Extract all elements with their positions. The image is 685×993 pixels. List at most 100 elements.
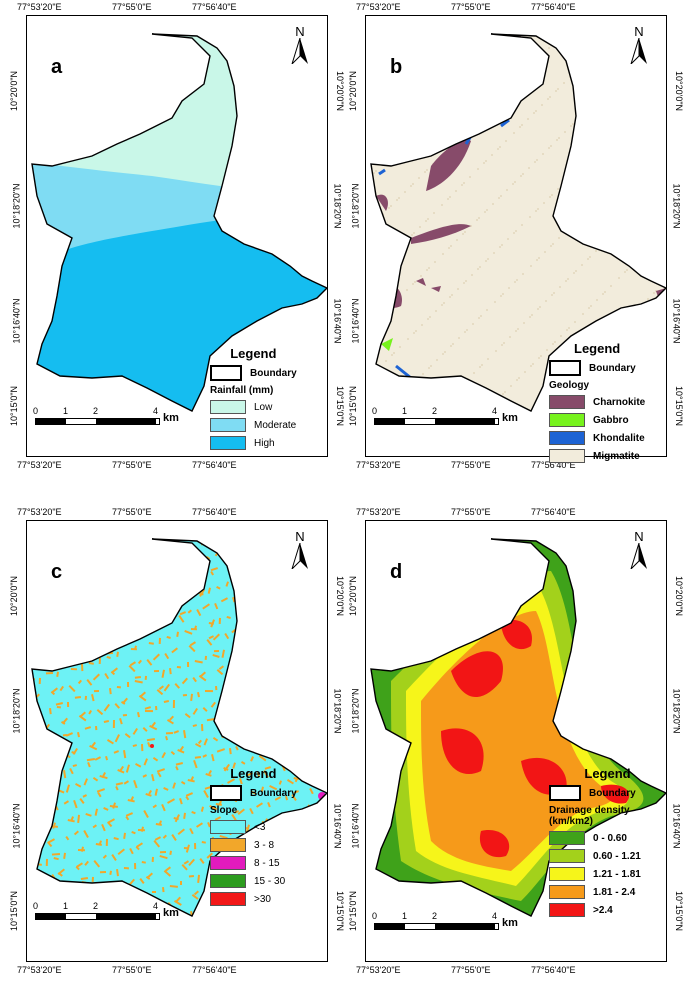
boundary-swatch [210,365,242,381]
khondalite-zone [500,118,510,128]
scale-tick-label: 1 [63,406,69,416]
scale-unit: km [163,412,179,424]
legend-swatch [210,820,246,834]
longitude-label: 77°53'20"E [17,965,62,975]
latitude-label: 10°18'20"N [11,183,22,229]
legend-item: Low [210,400,297,414]
boundary-label: Boundary [589,787,636,799]
north-arrow-icon [291,542,308,570]
longitude-label: 77°55'0"E [451,507,491,517]
latitude-label: 10°16'40"N [11,298,22,344]
scale-tick-label: 4 [492,406,498,416]
north-label: N [634,529,644,544]
map-canvas [370,538,666,917]
latitude-label: 10°15'0"N [673,385,684,427]
latitude-label: 10°18'20"N [332,183,343,229]
scale-tick-label: 1 [63,901,69,911]
latitude-label: 10°15'0"N [9,890,20,932]
longitude-label: 77°53'20"E [17,507,62,517]
legend-item-label: 1.81 - 2.4 [593,886,636,898]
legend-title: Legend [584,766,631,781]
study-area-boundary [31,538,327,917]
latitude-label: 10°15'0"N [673,890,684,932]
scale-tick-label: 2 [432,911,438,921]
legend-title: Legend [574,341,621,356]
scale-tick-label: 1 [402,406,408,416]
drainage-gt2.4-zone [441,728,484,775]
scale-tick-label: 2 [93,406,99,416]
legend-swatch [549,885,585,899]
legend-item: 0 - 0.60 [549,831,666,845]
latitude-label: 10°15'0"N [334,385,345,427]
charnokite-zone [416,278,426,286]
charnokite-zone [376,194,388,211]
legend-swatch [210,418,246,432]
legend-swatch [549,413,585,427]
drainage-gt2.4-zone [501,619,532,650]
map-panel-c: 77°53'20"E 77°53'20"E 77°55'0"E 77°55'0"E 77… [9,507,345,975]
boundary-label: Boundary [250,787,297,799]
study-area-boundary [31,33,327,412]
latitude-label: 10°16'40"N [350,298,361,344]
longitude-label: 77°56'40"E [192,460,237,470]
longitude-label: 77°55'0"E [112,2,152,12]
legend-swatch [210,892,246,906]
map-legend: Legend Boundary Rainfall (mm) Low Moderate Hi… [210,346,297,450]
legend-swatch [549,431,585,445]
scale-bar: 0 1 2 4 km [33,406,179,425]
legend-subtitle: Slope [210,805,238,816]
legend-subtitle: Drainage density (km/km2) [549,805,630,827]
legend-swatch [210,400,246,414]
legend-swatch [549,849,585,863]
boundary-swatch [549,360,581,376]
latitude-label: 10°15'0"N [348,385,359,427]
legend-item-label: Charnokite [593,396,646,408]
khondalite-zone [378,168,386,176]
legend-item: 8 - 15 [210,856,297,870]
legend-item: High [210,436,297,450]
scale-tick-label: 0 [33,406,39,416]
map-canvas [370,33,666,412]
latitude-label: 10°16'40"N [671,803,682,849]
longitude-label: 77°56'40"E [531,2,576,12]
scale-tick-label: 0 [33,901,39,911]
longitude-label: 77°55'0"E [112,965,152,975]
longitude-label: 77°55'0"E [112,460,152,470]
panel-letter: c [51,561,63,583]
legend-swatch [549,449,585,463]
khondalite-zone [474,107,485,117]
legend-item: 15 - 30 [210,874,297,888]
boundary-swatch [549,785,581,801]
longitude-label: 77°53'20"E [356,460,401,470]
map-panel-a: 77°53'20"E 77°53'20"E 77°55'0"E 77°55'0"E 77… [9,2,345,470]
legend-boundary: Boundary [210,785,297,801]
scale-tick-label: 1 [402,911,408,921]
map-legend: Legend Boundary Drainage density (km/km2) 0… [549,766,666,917]
latitude-label: 10°15'0"N [334,890,345,932]
map-legend: Legend Boundary Geology Charnokite Gabbro Kho… [549,341,645,463]
scale-bar: 0 1 2 4 km [372,406,518,425]
north-arrow: N [624,529,654,574]
legend-title: Legend [230,766,277,781]
legend-item: 1.81 - 2.4 [549,885,666,899]
latitude-label: 10°20'0"N [673,575,684,617]
latitude-label: 10°20'0"N [9,70,20,112]
scale-unit: km [502,412,518,424]
longitude-label: 77°55'0"E [112,507,152,517]
legend-swatch [549,903,585,917]
north-label: N [295,24,305,39]
scale-tick-label: 4 [153,406,159,416]
scale-bar: 0 1 2 4 km [33,901,179,920]
legend-swatch [549,831,585,845]
latitude-label: 10°16'40"N [332,803,343,849]
legend-boundary: Boundary [549,360,645,376]
latitude-label: 10°20'0"N [334,575,345,617]
drainage-gt2.4-zone [451,651,503,698]
scale-unit: km [163,907,179,919]
latitude-label: 10°18'20"N [671,688,682,734]
longitude-label: 77°55'0"E [451,2,491,12]
panel-letter: d [390,561,403,583]
latitude-label: 10°20'0"N [348,70,359,112]
map-canvas [31,538,327,917]
legend-item: Khondalite [549,431,645,445]
